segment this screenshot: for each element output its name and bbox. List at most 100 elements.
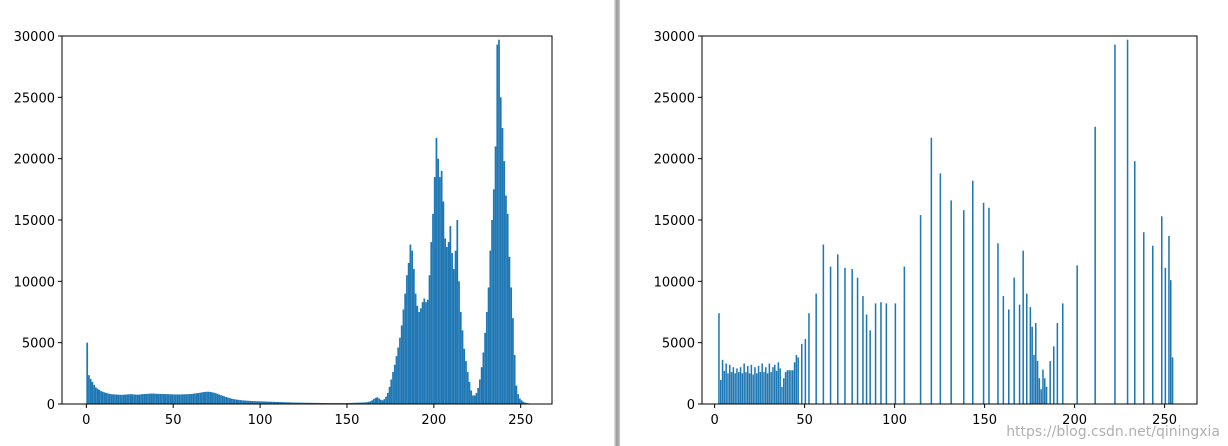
histogram-bar (739, 367, 742, 404)
histogram-bar (169, 394, 172, 404)
histogram-bar (1038, 378, 1041, 404)
histogram-bar (256, 401, 259, 404)
histogram-bar (829, 266, 832, 404)
histogram-bar (1008, 309, 1010, 404)
histogram-bar (1013, 277, 1015, 404)
histogram-bar (173, 394, 175, 404)
histogram-bar (353, 402, 356, 404)
histogram-bar (750, 364, 753, 404)
histogram-bar (1022, 250, 1024, 404)
histogram-bar (729, 364, 731, 404)
y-tick-label: 10000 (654, 275, 695, 290)
histogram-bar (491, 220, 493, 404)
histogram-bar (808, 313, 810, 404)
histogram-bar (376, 397, 379, 404)
histogram-bar (439, 177, 441, 404)
histogram-bar (240, 400, 243, 404)
histogram-bar (437, 158, 440, 404)
histogram-bar (282, 402, 285, 404)
histogram-bar (837, 254, 839, 404)
histogram-bar (765, 367, 767, 404)
histogram-bar (730, 372, 733, 404)
histogram-bar (484, 332, 486, 404)
histogram-bar (522, 401, 525, 404)
histogram-bar (1044, 378, 1046, 404)
histogram-bar (880, 302, 882, 404)
histogram-bar (223, 396, 226, 404)
histogram-chart-equalized: 0 50 100 150 200 250 0 5000 10000 15000 20000 25000… (654, 30, 1198, 428)
histogram-bar (381, 400, 384, 404)
histogram-bar (732, 367, 735, 404)
histogram-bar (237, 399, 240, 404)
histogram-bar (903, 266, 906, 404)
histogram-bar (783, 378, 785, 404)
histogram-bar (743, 363, 745, 404)
histogram-bar (421, 302, 424, 404)
histogram-bar (801, 343, 803, 404)
histogram-bar (774, 364, 776, 404)
histogram-bar (412, 269, 415, 404)
histogram-bar (988, 207, 990, 404)
histogram-bar (466, 372, 469, 404)
histogram-bar (1134, 161, 1136, 404)
histogram-bar (503, 161, 506, 404)
y-tick-label: 20000 (14, 153, 55, 168)
histogram-bar (313, 402, 316, 404)
histogram-bar (446, 246, 448, 404)
histogram-bar (465, 361, 467, 404)
histogram-bar (395, 356, 398, 404)
histogram-bar (452, 269, 455, 404)
histogram-bar (1171, 357, 1174, 404)
histogram-bar (167, 394, 170, 404)
histogram-bar (103, 392, 106, 404)
histogram-bar (383, 399, 386, 404)
histogram-bar (88, 375, 90, 404)
histogram-bar (122, 394, 125, 404)
y-tick-label: 30000 (654, 30, 695, 45)
histogram-bar (207, 391, 210, 404)
histogram-bar (121, 394, 123, 404)
histogram-bar (736, 368, 738, 404)
histogram-bar (786, 370, 789, 404)
histogram-bar (416, 305, 419, 404)
histogram-bar (385, 396, 387, 404)
histogram-bar (781, 386, 783, 404)
histogram-bar (261, 401, 264, 404)
histogram-bar (451, 253, 453, 404)
histogram-bar (157, 393, 160, 404)
histogram-bar (498, 39, 500, 405)
window-divider[interactable] (614, 0, 620, 446)
histogram-bar (348, 402, 351, 404)
histogram-bar (197, 392, 200, 404)
histogram-bar (721, 359, 724, 404)
histogram-bar (367, 401, 370, 404)
histogram-bar (862, 296, 864, 404)
histogram-bar (254, 401, 257, 404)
histogram-bar (273, 401, 276, 404)
histogram-bar (312, 402, 314, 404)
x-tick-label: 250 (1152, 413, 1177, 428)
histogram-bar (183, 394, 186, 404)
histogram-bar (524, 402, 526, 404)
histogram-bar (390, 379, 393, 404)
histogram-bar (790, 370, 792, 404)
histogram-bar (180, 394, 182, 404)
histogram-bar (770, 372, 772, 404)
histogram-bar (199, 392, 202, 404)
histogram-bar (1018, 304, 1021, 404)
histogram-bar (856, 277, 859, 404)
histogram-bar (804, 338, 807, 404)
histogram-bar (723, 370, 726, 404)
histogram-bar (440, 170, 443, 404)
histogram-bar (298, 402, 301, 404)
histogram-bar (352, 402, 354, 404)
histogram-bar (844, 267, 846, 404)
histogram-bar (482, 352, 485, 404)
histogram-bar (214, 393, 217, 404)
bars (718, 39, 1174, 405)
histogram-bar (449, 226, 452, 404)
histogram-bar (930, 137, 933, 404)
histogram-bar (108, 393, 111, 404)
x-tick-label: 200 (421, 413, 446, 428)
histogram-bar (310, 402, 313, 404)
